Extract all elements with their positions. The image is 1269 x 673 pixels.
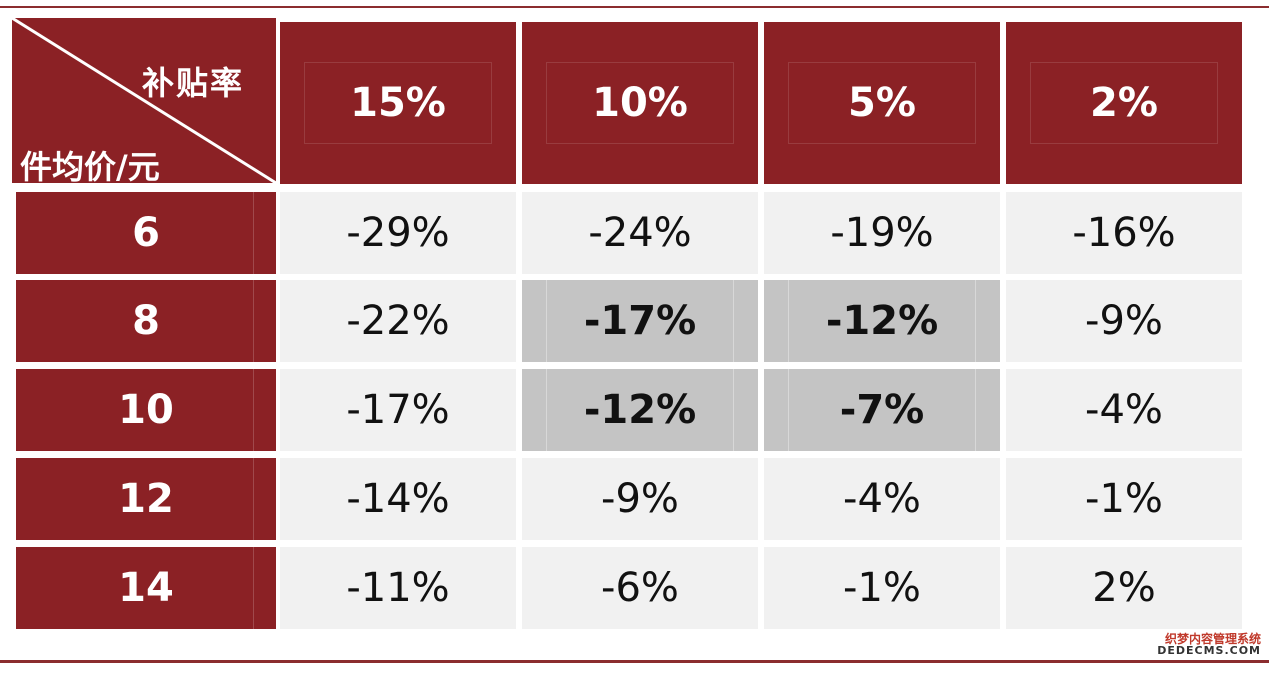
value-cell: -24% [522,192,758,274]
watermark-line-1: 织梦内容管理系统 [1164,631,1261,646]
row-header-edge [253,192,254,274]
value-text: -11% [346,565,450,611]
highlighted-value-cell: -12% [764,280,1000,362]
cell-guide-line [975,369,976,451]
value-cell: -19% [764,192,1000,274]
value-cell: -14% [280,458,516,540]
value-text: -7% [839,387,925,433]
value-text: -4% [1085,387,1163,433]
header-inner-frame [1030,62,1218,144]
highlighted-value-cell: -7% [764,369,1000,451]
cell-guide-line [546,369,547,451]
value-cell: -11% [280,547,516,629]
column-header: 5% [764,22,1000,184]
column-header-label: 5% [848,80,916,126]
row-header: 12 [16,458,276,540]
value-cell: -16% [1006,192,1242,274]
row-header-label: 12 [118,476,174,522]
value-text: -4% [843,476,921,522]
value-text: -12% [583,387,697,433]
value-cell: -1% [764,547,1000,629]
header-inner-frame [304,62,492,144]
value-cell: -9% [1006,280,1242,362]
value-text: -24% [588,210,692,256]
value-text: -9% [1085,298,1163,344]
header-inner-frame [546,62,734,144]
value-text: -22% [346,298,450,344]
value-text: -19% [830,210,934,256]
value-text: -29% [346,210,450,256]
value-cell: -22% [280,280,516,362]
column-header-label: 10% [592,80,688,126]
row-header: 8 [16,280,276,362]
value-text: -17% [346,387,450,433]
cell-guide-line [733,280,734,362]
column-header: 2% [1006,22,1242,184]
value-cell: -9% [522,458,758,540]
row-header-label: 6 [132,210,160,256]
value-text: -1% [1085,476,1163,522]
value-cell: -17% [280,369,516,451]
value-cell: -29% [280,192,516,274]
column-header: 10% [522,22,758,184]
subsidy-rate-label: 补贴率 [141,64,244,102]
highlighted-value-cell: -17% [522,280,758,362]
cell-guide-line [788,369,789,451]
watermark-line-2: DEDECMS.COM [1157,644,1261,658]
diagonal-divider [12,18,276,183]
value-cell: -6% [522,547,758,629]
value-text: -17% [583,298,697,344]
highlighted-value-cell: -12% [522,369,758,451]
bottom-rule [0,660,1269,663]
value-text: -1% [843,565,921,611]
value-cell: -4% [764,458,1000,540]
value-text: 2% [1092,565,1156,611]
row-header: 14 [16,547,276,629]
watermark: 织梦内容管理系统 DEDECMS.COM [1157,633,1261,657]
row-header-edge [253,369,254,451]
cell-guide-line [733,369,734,451]
avg-price-label: 件均价/元 [20,148,160,183]
value-cell: -4% [1006,369,1242,451]
column-header: 15% [280,22,516,184]
value-text: -12% [825,298,939,344]
row-header-edge [253,458,254,540]
cell-guide-line [546,280,547,362]
value-text: -14% [346,476,450,522]
corner-header-cell: 补贴率 件均价/元 [12,18,276,183]
value-text: -9% [601,476,679,522]
value-text: -6% [601,565,679,611]
row-header-edge [253,280,254,362]
column-header-label: 15% [350,80,446,126]
row-header-edge [253,547,254,629]
row-header-label: 8 [132,298,160,344]
cell-guide-line [975,280,976,362]
row-header-label: 10 [118,387,174,433]
row-header: 10 [16,369,276,451]
value-cell: 2% [1006,547,1242,629]
row-header: 6 [16,192,276,274]
value-cell: -1% [1006,458,1242,540]
value-text: -16% [1072,210,1176,256]
row-header-label: 14 [118,565,174,611]
column-header-label: 2% [1090,80,1158,126]
top-rule [0,6,1269,8]
cell-guide-line [788,280,789,362]
header-inner-frame [788,62,976,144]
